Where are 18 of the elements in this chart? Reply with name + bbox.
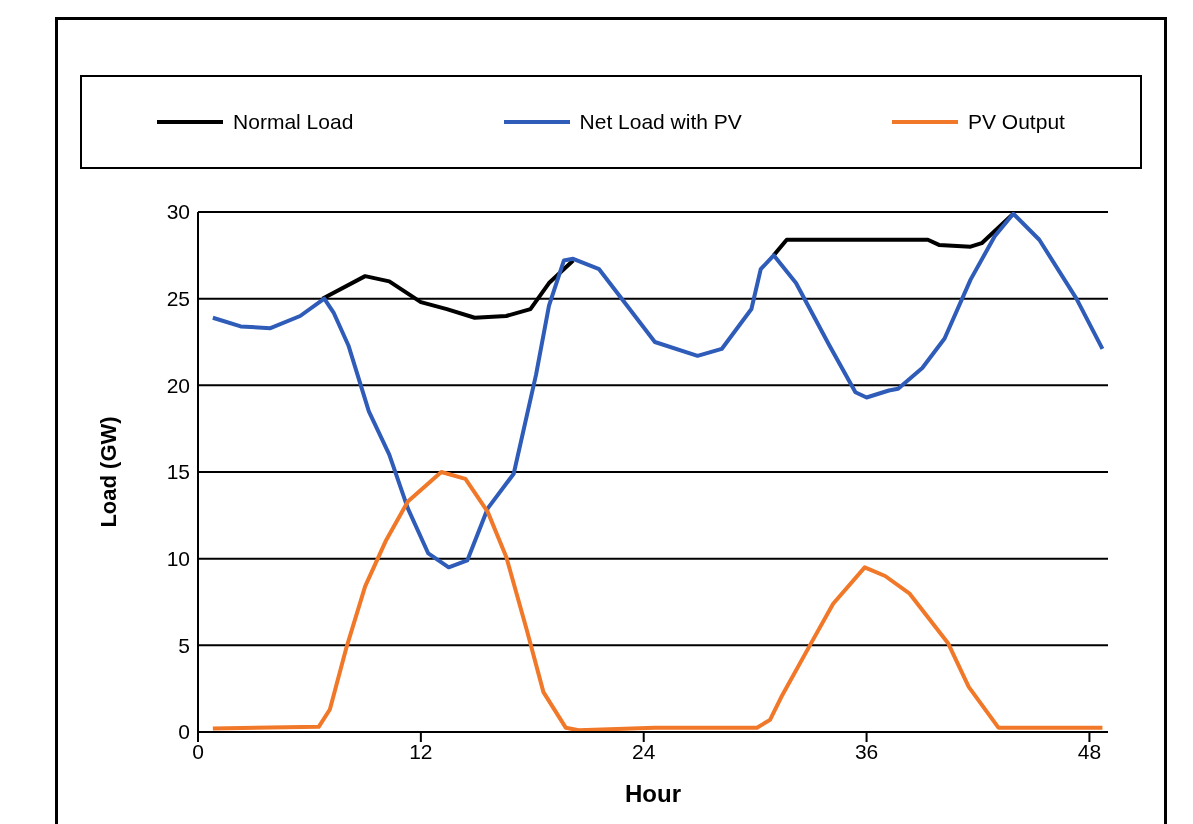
legend-label: PV Output [968,110,1065,134]
x-axis-title: Hour [625,780,681,807]
y-tick-label: 10 [166,547,190,571]
y-tick-label: 20 [166,373,190,397]
y-axis-title: Load (GW) [95,416,121,528]
legend-label: Normal Load [233,110,354,134]
x-tick-label: 24 [632,739,656,763]
y-tick-label: 25 [166,287,190,311]
x-tick-label: 48 [1077,739,1102,763]
y-tick-label: 30 [166,200,190,224]
y-tick-label: 5 [178,633,190,657]
x-tick-label: 12 [409,739,433,763]
y-tick-label: 15 [166,460,190,484]
x-tick-label: 36 [854,739,879,763]
y-tick-label: 0 [178,720,190,744]
line-series [210,212,1105,570]
line-series [210,470,1105,732]
legend-label: Net Load with PV [579,110,742,134]
